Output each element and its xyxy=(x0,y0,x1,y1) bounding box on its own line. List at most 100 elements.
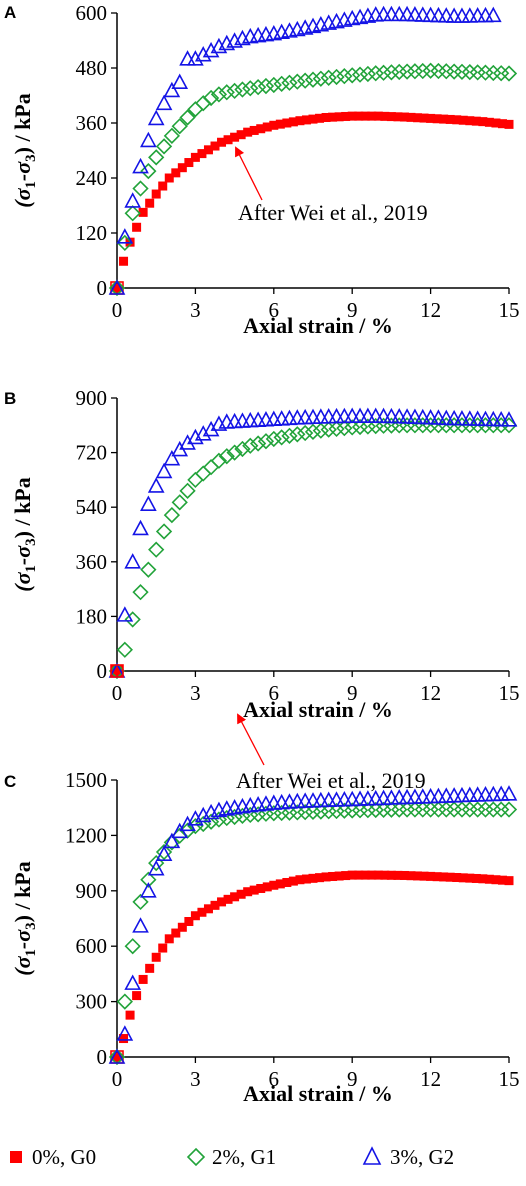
x-tick-label: 0 xyxy=(112,1067,123,1091)
panel-label: B xyxy=(4,389,16,408)
data-point xyxy=(140,162,157,180)
y-tick-label: 0 xyxy=(97,659,108,683)
data-point xyxy=(413,113,423,123)
data-point xyxy=(108,279,126,295)
data-point xyxy=(406,63,424,80)
data-point xyxy=(203,904,213,914)
legend-marker xyxy=(362,1146,382,1165)
data-point xyxy=(108,279,126,297)
data-point xyxy=(187,50,204,66)
data-point xyxy=(116,993,133,1010)
data-point xyxy=(119,1034,129,1044)
data-point xyxy=(351,66,369,83)
y-axis-title: (σ1-σ3) / kPa xyxy=(10,861,39,976)
data-point xyxy=(234,440,251,458)
y-axis-title-part: 1 xyxy=(23,949,39,957)
data-point xyxy=(155,94,173,111)
data-point xyxy=(249,125,259,135)
series-g2 xyxy=(108,407,518,678)
data-point xyxy=(367,417,384,435)
x-tick-label: 6 xyxy=(269,298,280,322)
data-point xyxy=(289,426,306,443)
data-point xyxy=(430,409,447,425)
data-point xyxy=(453,417,471,434)
data-point xyxy=(179,109,196,126)
data-point xyxy=(124,553,142,569)
data-point xyxy=(437,7,455,23)
data-point xyxy=(351,802,369,819)
y-axis-title-part: 3 xyxy=(23,538,39,546)
data-point xyxy=(275,879,285,889)
y-axis-title-part: -σ xyxy=(10,161,35,181)
x-tick-label: 0 xyxy=(112,298,123,322)
data-point xyxy=(273,804,290,822)
data-point xyxy=(445,417,463,434)
data-point xyxy=(453,410,471,426)
data-point xyxy=(465,873,475,883)
data-point xyxy=(351,418,369,436)
data-point xyxy=(179,434,196,450)
data-point xyxy=(398,801,416,818)
data-point xyxy=(491,875,501,885)
series-g1 xyxy=(108,801,518,1066)
data-point xyxy=(197,907,207,917)
data-point xyxy=(256,124,266,134)
data-point xyxy=(469,410,486,426)
x-tick-label: 15 xyxy=(499,1067,520,1091)
data-point xyxy=(493,65,510,82)
y-axis-title-part: ) / kPa xyxy=(10,861,35,922)
data-point xyxy=(265,76,282,94)
legend-marker xyxy=(10,1151,22,1163)
data-point xyxy=(445,801,463,818)
data-point xyxy=(116,234,133,252)
data-point xyxy=(148,541,165,558)
data-point xyxy=(375,407,392,424)
data-point xyxy=(124,205,141,222)
data-point xyxy=(452,873,462,883)
y-tick-label: 720 xyxy=(76,441,108,465)
data-point xyxy=(383,407,400,424)
data-point xyxy=(116,606,134,622)
data-point xyxy=(195,95,212,112)
data-point xyxy=(315,113,325,123)
data-point xyxy=(347,870,357,880)
data-point xyxy=(344,419,361,436)
data-point xyxy=(471,873,481,883)
data-point xyxy=(218,84,235,101)
data-point xyxy=(419,113,429,123)
data-point xyxy=(398,63,416,80)
data-point xyxy=(393,112,403,122)
data-point xyxy=(257,77,275,95)
data-point xyxy=(262,122,272,132)
data-point xyxy=(132,917,149,933)
data-point xyxy=(138,207,148,217)
data-point xyxy=(202,813,220,830)
x-tick-label: 6 xyxy=(269,681,280,705)
data-point xyxy=(484,6,502,23)
y-axis-title-part: (σ xyxy=(10,187,35,207)
annotation-text: After Wei et al., 2019 xyxy=(236,768,426,793)
y-tick-label: 540 xyxy=(76,495,108,519)
data-point xyxy=(399,870,409,880)
data-point xyxy=(383,801,400,818)
data-point xyxy=(312,422,329,439)
data-point xyxy=(328,871,338,881)
data-point xyxy=(432,114,442,124)
data-point xyxy=(445,872,455,882)
y-tick-label: 300 xyxy=(76,990,108,1014)
data-point xyxy=(187,428,204,445)
data-point xyxy=(438,63,455,80)
x-tick-label: 3 xyxy=(190,298,201,322)
data-point xyxy=(461,417,478,434)
data-point xyxy=(155,138,173,155)
data-point xyxy=(243,127,253,137)
legend-item: 2%, G1 xyxy=(186,1145,276,1169)
x-tick-label: 3 xyxy=(190,1067,201,1091)
x-tick-label: 15 xyxy=(499,681,520,705)
series-g1 xyxy=(108,62,518,297)
data-point xyxy=(469,64,486,81)
panel-label: C xyxy=(4,772,16,791)
data-point xyxy=(312,803,329,820)
series-g0 xyxy=(111,665,123,677)
data-point xyxy=(210,141,220,151)
